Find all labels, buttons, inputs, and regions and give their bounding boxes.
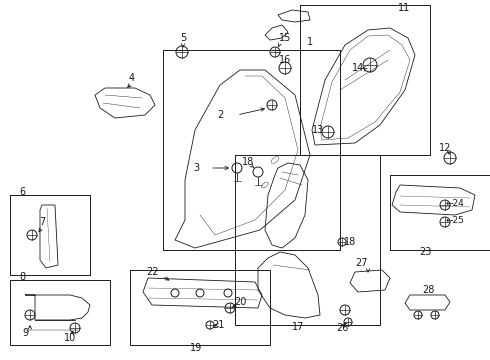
Text: 17: 17 bbox=[292, 322, 304, 332]
Text: 10: 10 bbox=[64, 333, 76, 343]
Text: 6: 6 bbox=[19, 187, 25, 197]
Text: ←24: ←24 bbox=[445, 198, 465, 207]
Text: 1: 1 bbox=[307, 37, 313, 47]
Text: 16: 16 bbox=[279, 55, 291, 65]
Text: ←25: ←25 bbox=[445, 216, 465, 225]
Text: 12: 12 bbox=[439, 143, 451, 153]
Text: 18: 18 bbox=[344, 237, 356, 247]
Text: 20: 20 bbox=[234, 297, 246, 307]
Text: 21: 21 bbox=[212, 320, 224, 330]
Text: 26: 26 bbox=[336, 323, 348, 333]
Text: 3: 3 bbox=[193, 163, 199, 173]
Text: 5: 5 bbox=[180, 33, 186, 43]
Text: 23: 23 bbox=[419, 247, 431, 257]
Text: 22: 22 bbox=[146, 267, 158, 277]
Text: 9: 9 bbox=[22, 328, 28, 338]
Text: 13: 13 bbox=[312, 125, 324, 135]
Text: 11: 11 bbox=[398, 3, 410, 13]
Text: 19: 19 bbox=[190, 343, 202, 353]
Text: 27: 27 bbox=[356, 258, 368, 268]
Text: 2: 2 bbox=[217, 110, 223, 120]
Text: 28: 28 bbox=[422, 285, 434, 295]
Text: 18: 18 bbox=[242, 157, 254, 167]
Text: 15: 15 bbox=[279, 33, 291, 43]
Text: 4: 4 bbox=[129, 73, 135, 83]
Text: 14: 14 bbox=[352, 63, 364, 73]
Text: 8: 8 bbox=[19, 272, 25, 282]
Text: 7: 7 bbox=[39, 217, 45, 227]
